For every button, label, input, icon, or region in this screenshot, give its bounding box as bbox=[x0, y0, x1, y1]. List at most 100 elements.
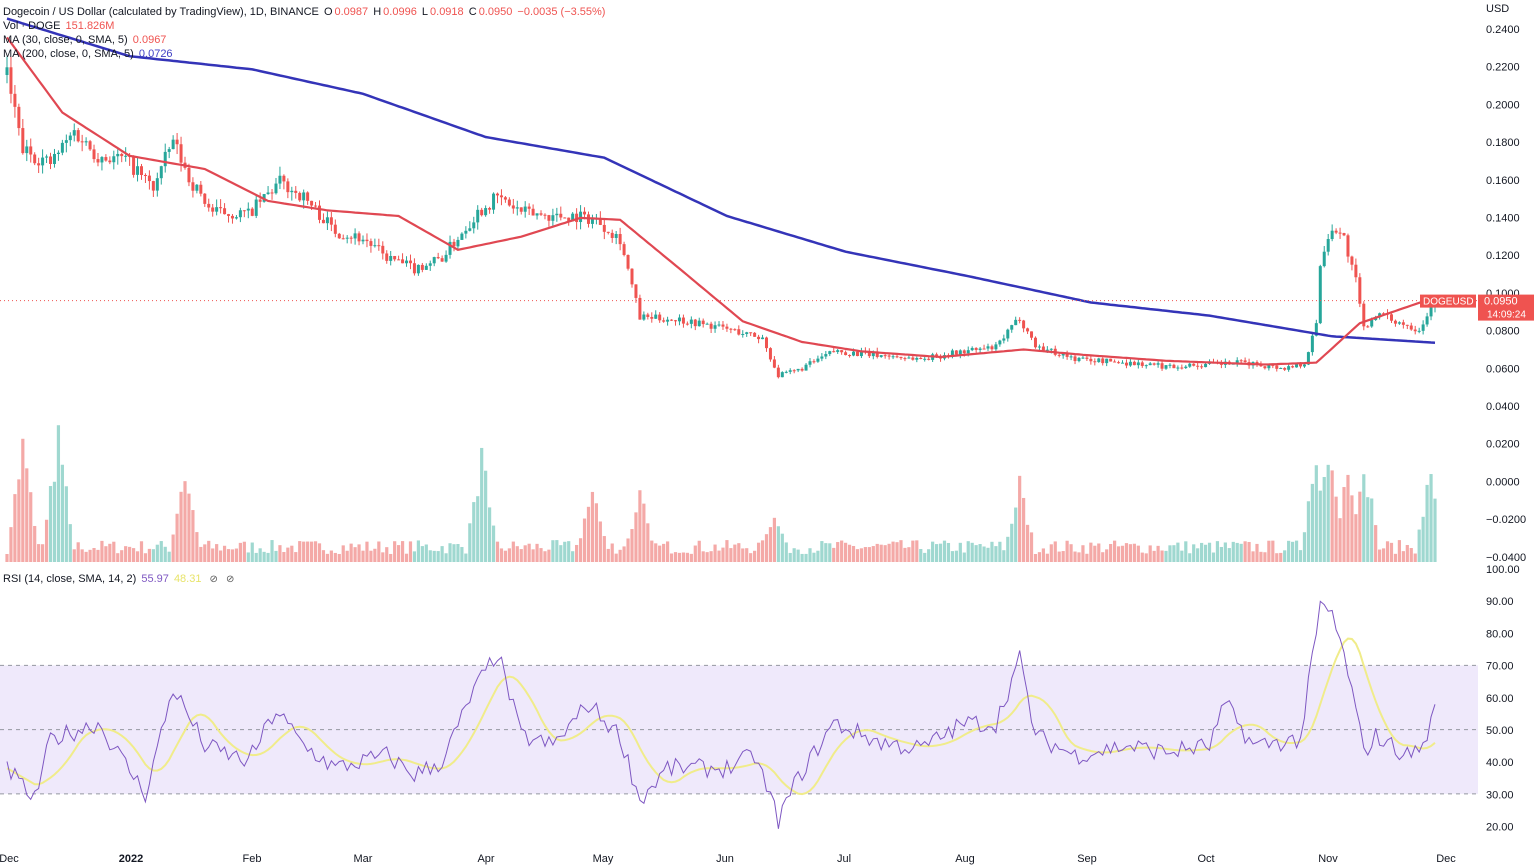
volume-bar bbox=[938, 543, 943, 562]
candle-body bbox=[1093, 361, 1097, 363]
ma30-legend[interactable]: MA (30, close, 0, SMA, 5) 0.0967 bbox=[3, 33, 168, 47]
volume-bar bbox=[1378, 549, 1382, 562]
volume-bar bbox=[333, 552, 337, 562]
volume-bar bbox=[733, 544, 737, 562]
eye-off-icon[interactable]: ⊘ bbox=[209, 574, 218, 585]
volume-bar bbox=[1421, 516, 1425, 562]
volume-bar bbox=[780, 533, 784, 562]
candle-body bbox=[76, 130, 80, 142]
volume-bar bbox=[1417, 529, 1421, 562]
volume-bar bbox=[571, 551, 575, 562]
volume-bar bbox=[986, 547, 990, 562]
time-axis-label: May bbox=[593, 853, 614, 865]
candle-body bbox=[1172, 364, 1176, 369]
candle-body bbox=[654, 314, 658, 319]
volume-bar bbox=[416, 540, 420, 562]
volume-bar bbox=[124, 546, 128, 562]
candle-body bbox=[852, 351, 856, 356]
candle-body bbox=[844, 352, 848, 356]
price-tick-label: 0.2000 bbox=[1486, 99, 1520, 111]
candle-body bbox=[658, 314, 662, 321]
volume-legend[interactable]: Vol · DOGE 151.826M bbox=[3, 19, 116, 33]
volume-bar bbox=[183, 481, 187, 562]
volume-bar bbox=[618, 549, 622, 562]
volume-bar bbox=[1247, 541, 1251, 562]
candle-body bbox=[124, 155, 128, 157]
volume-bar bbox=[883, 545, 887, 562]
candle-body bbox=[753, 332, 757, 337]
ma200-legend[interactable]: MA (200, close, 0, SMA, 5) 0.0726 bbox=[3, 47, 175, 61]
volume-bar bbox=[1251, 551, 1255, 562]
candle-body bbox=[1295, 364, 1299, 368]
volume-bar bbox=[1085, 553, 1089, 562]
candle-body bbox=[1128, 361, 1132, 366]
candle-body bbox=[1136, 362, 1140, 366]
candle-body bbox=[891, 356, 895, 358]
volume-bar bbox=[590, 491, 595, 562]
volume-bar bbox=[1207, 542, 1212, 562]
currency-label: USD bbox=[1486, 3, 1509, 15]
candle-body bbox=[223, 208, 227, 215]
volume-bar bbox=[1053, 541, 1057, 562]
candle-body bbox=[432, 257, 436, 264]
candle-body bbox=[1069, 356, 1073, 358]
volume-bar bbox=[1006, 536, 1010, 562]
candle-body bbox=[1156, 363, 1160, 365]
candle-body bbox=[436, 257, 440, 259]
volume-bar bbox=[1211, 552, 1216, 562]
candle-body bbox=[191, 182, 195, 191]
candle-body bbox=[859, 351, 863, 357]
volume-bar bbox=[1116, 546, 1121, 562]
candle-body bbox=[741, 333, 745, 335]
candle-body bbox=[614, 234, 618, 238]
volume-bars bbox=[5, 425, 1437, 562]
volume-bar bbox=[1239, 543, 1243, 562]
candle-body bbox=[385, 253, 389, 261]
volume-bar bbox=[875, 543, 879, 562]
candle-body bbox=[784, 371, 788, 373]
candle-body bbox=[1006, 329, 1010, 339]
candle-body bbox=[725, 326, 729, 329]
volume-bar bbox=[1180, 550, 1184, 562]
candle-body bbox=[282, 175, 286, 182]
volume-bar bbox=[642, 503, 646, 562]
settings-icon[interactable]: ⊘ bbox=[225, 574, 235, 585]
candle-body bbox=[1429, 307, 1433, 317]
candle-body bbox=[365, 239, 369, 242]
volume-bar bbox=[1184, 541, 1188, 562]
candle-body bbox=[25, 146, 29, 154]
candle-body bbox=[416, 264, 420, 274]
candle-body bbox=[29, 146, 33, 155]
candle-body bbox=[1405, 324, 1409, 326]
candle-body bbox=[935, 354, 939, 356]
volume-bar bbox=[1346, 474, 1350, 562]
rsi-legend[interactable]: RSI (14, close, SMA, 14, 2) 55.97 48.31 … bbox=[3, 572, 236, 587]
volume-bar bbox=[602, 536, 606, 562]
volume-bar bbox=[41, 544, 45, 562]
candle-body bbox=[772, 359, 776, 368]
ohlc-o-label: O bbox=[323, 6, 333, 18]
candle-body bbox=[84, 141, 88, 143]
candle-body bbox=[1077, 357, 1081, 362]
candle-body bbox=[306, 192, 310, 201]
volume-bar bbox=[25, 468, 29, 562]
candle-body bbox=[41, 157, 45, 166]
candle-body bbox=[460, 233, 464, 240]
candle-body bbox=[583, 211, 587, 215]
volume-bar bbox=[1275, 553, 1279, 562]
volume-bar bbox=[468, 523, 472, 562]
volume-bar bbox=[1057, 551, 1061, 562]
volume-bar bbox=[820, 541, 824, 562]
candle-body bbox=[21, 128, 25, 154]
candle-body bbox=[717, 324, 721, 326]
volume-bar bbox=[1136, 545, 1140, 562]
candle-body bbox=[49, 156, 53, 164]
candle-body bbox=[808, 361, 812, 365]
candle-body bbox=[349, 237, 353, 239]
candle-body bbox=[1421, 324, 1425, 331]
volume-bar bbox=[1010, 523, 1014, 562]
volume-bar bbox=[116, 553, 120, 562]
candle-body bbox=[1322, 251, 1326, 267]
candle-body bbox=[290, 190, 294, 193]
